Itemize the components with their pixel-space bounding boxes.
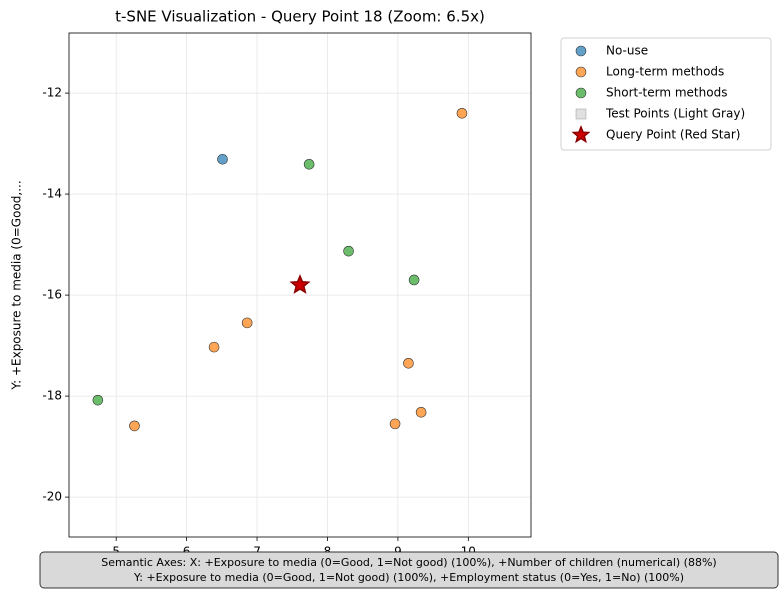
data-point	[575, 87, 587, 99]
legend-label: Long-term methods	[606, 65, 724, 79]
data-point	[217, 153, 228, 165]
data-point	[241, 317, 253, 329]
data-point	[389, 418, 401, 430]
legend-label: Query Point (Red Star)	[606, 128, 740, 142]
data-point	[92, 394, 104, 406]
annotation-box	[39, 551, 779, 589]
annotation: Semantic Axes: X: +Exposure to media (0=…	[101, 556, 716, 569]
plot-frame	[68, 32, 532, 538]
test-point	[575, 108, 587, 120]
chart-title: t-SNE Visualization - Query Point 18 (Zo…	[115, 8, 485, 26]
y-tick-label: -18	[42, 389, 62, 403]
data-point	[575, 66, 587, 78]
y-tick-label: -20	[42, 490, 62, 504]
legend-label: Test Points (Light Gray)	[605, 107, 745, 121]
data-point	[129, 420, 140, 432]
y-tick-label: -14	[42, 187, 62, 201]
data-point	[208, 341, 220, 353]
data-point	[403, 357, 414, 369]
query-star	[289, 274, 311, 294]
annotation: Y: +Exposure to media (0=Good, 1=Not goo…	[133, 571, 684, 584]
data-point	[343, 245, 354, 257]
y-axis-label: Y: +Exposure to media (0=Good,...	[10, 180, 24, 390]
data-point	[456, 107, 468, 119]
data-point	[575, 45, 587, 57]
legend-label: Short-term methods	[606, 86, 727, 100]
query-star	[571, 124, 591, 144]
y-tick-label: -16	[42, 288, 62, 302]
y-tick-label: -12	[42, 86, 62, 100]
plot-area: 5678910-12-14-16-18-20	[42, 32, 532, 559]
legend-label: No-use	[606, 44, 648, 58]
data-point	[303, 159, 315, 170]
data-point	[415, 406, 427, 418]
data-point	[408, 274, 420, 286]
legend-box	[560, 37, 772, 151]
